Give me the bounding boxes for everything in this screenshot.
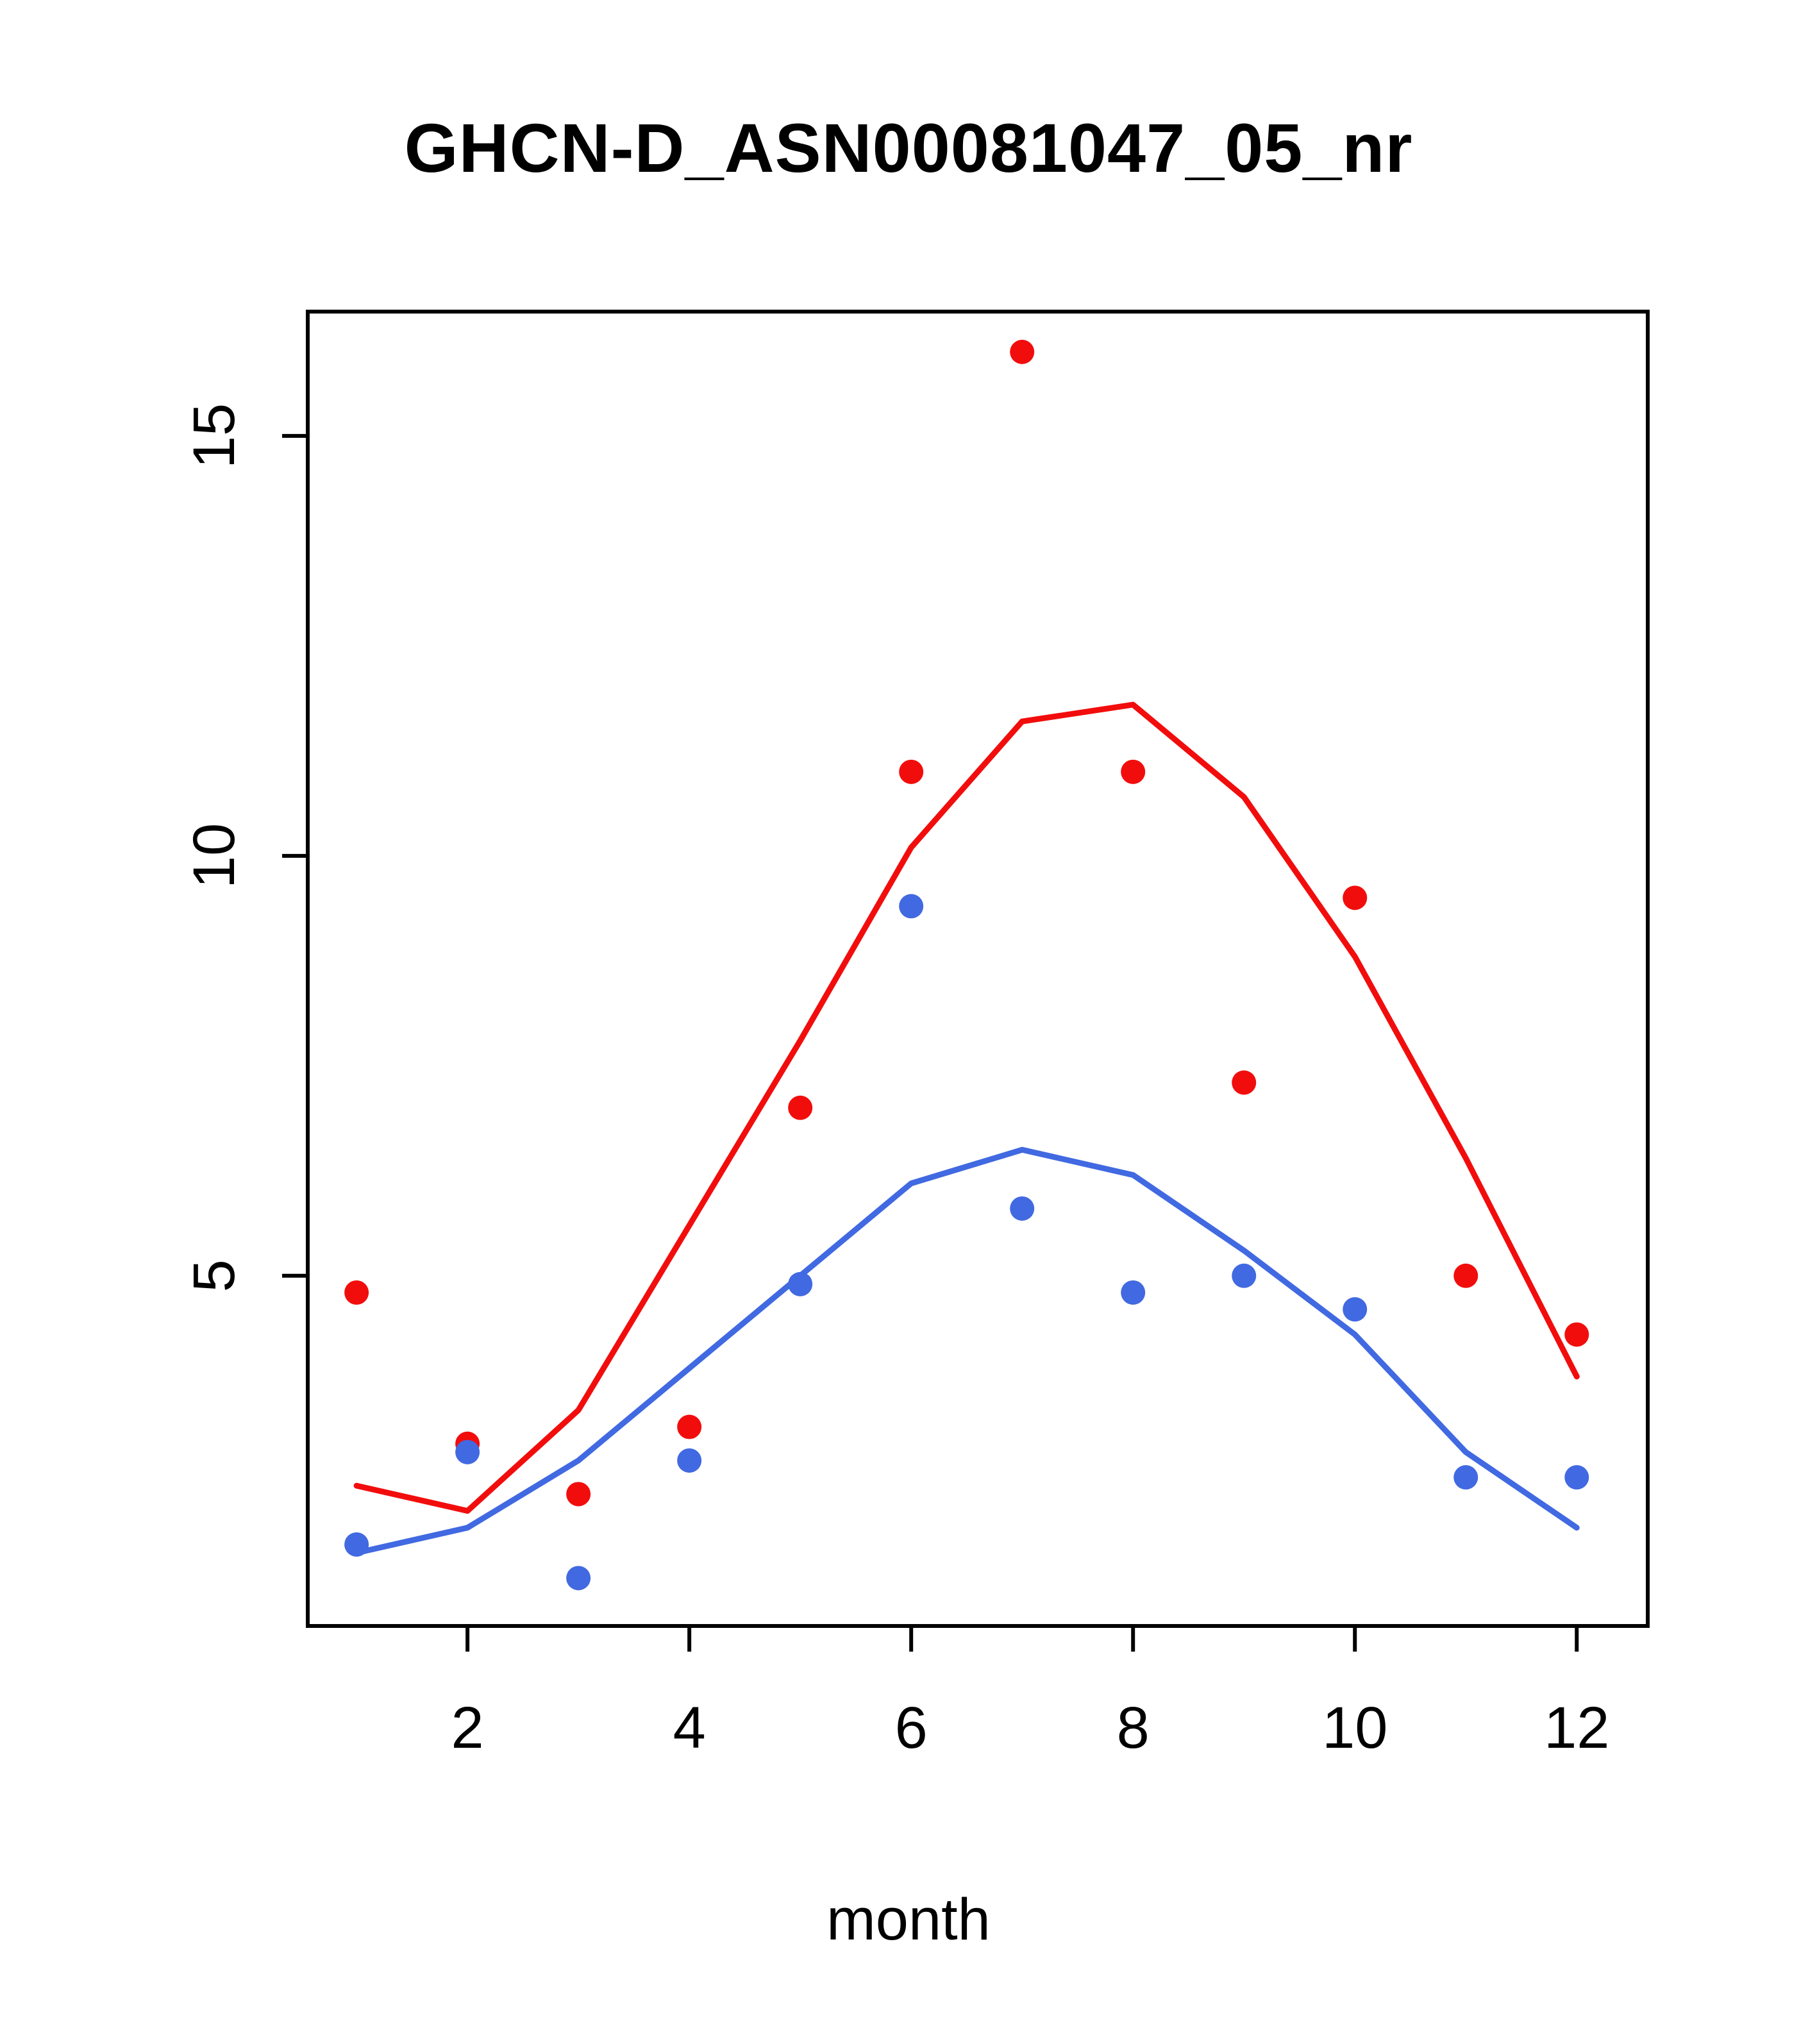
blue-point [455,1439,480,1464]
red-point [899,759,924,784]
red-point [1232,1070,1257,1095]
blue-point [1343,1297,1368,1322]
x-tick-label: 10 [1322,1695,1387,1761]
blue-point [1121,1280,1146,1305]
x-tick-label: 6 [895,1695,928,1761]
red-point [344,1280,369,1305]
x-axis-title: month [826,1887,991,1952]
x-tick-label: 8 [1117,1695,1150,1761]
blue-point [1232,1263,1257,1288]
red-point [677,1414,702,1439]
blue-point [1564,1465,1589,1490]
red-point [1453,1263,1478,1288]
x-tick-label: 12 [1544,1695,1609,1761]
red-point [788,1095,813,1120]
blue-point [344,1532,369,1557]
red-smooth-line [353,701,1580,1514]
plot-box [306,310,1650,1628]
red-point [1121,759,1146,784]
x-tick-label: 4 [673,1695,706,1761]
red-point [1010,339,1035,364]
red-point [566,1482,591,1507]
blue-point [788,1271,813,1296]
blue-point [899,894,924,919]
red-point [1343,885,1368,910]
y-tick-label: 5 [181,1259,247,1292]
red-point [1564,1322,1589,1347]
y-tick-label: 10 [181,823,247,889]
chart-title: GHCN-D_ASN00081047_05_nr [404,109,1413,187]
x-tick-label: 2 [451,1695,484,1761]
blue-point [1010,1196,1035,1221]
blue-smooth-line [353,1146,1580,1556]
blue-point [1453,1465,1478,1490]
y-tick-label: 15 [181,403,247,469]
blue-point [677,1448,702,1473]
blue-point [566,1566,591,1591]
